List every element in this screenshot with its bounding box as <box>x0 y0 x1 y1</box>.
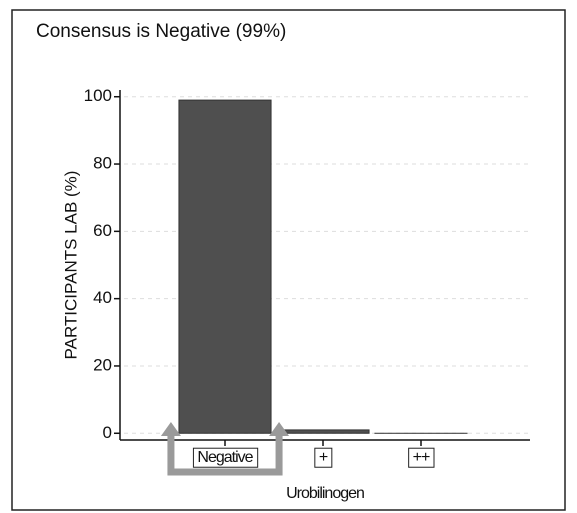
label-box <box>408 447 435 468</box>
x-axis-label: Urobilinogen <box>286 485 364 502</box>
y-tick-label: 60 <box>93 221 112 240</box>
frame <box>11 9 566 511</box>
y-tick-label: 40 <box>93 288 112 307</box>
bar <box>276 429 370 434</box>
bar <box>178 99 272 434</box>
y-tick-label: 0 <box>103 423 112 442</box>
x-tick-label: Negative <box>197 449 253 466</box>
consensus-arrow <box>269 422 290 436</box>
consensus-arrow <box>160 422 181 436</box>
label-box <box>314 447 333 468</box>
label-box <box>192 447 259 468</box>
x-tick-label: + <box>319 449 328 466</box>
x-tick-label: ++ <box>413 449 430 466</box>
consensus-bracket <box>167 432 283 476</box>
y-tick-label: 80 <box>93 154 112 173</box>
chart-title: Consensus is Negative (99%) <box>36 21 286 42</box>
y-tick-label: 100 <box>84 86 112 105</box>
y-tick-label: 20 <box>93 355 112 374</box>
y-axis-label: PARTICIPANTS LAB (%) <box>61 171 80 360</box>
consensus-marker <box>160 422 290 476</box>
